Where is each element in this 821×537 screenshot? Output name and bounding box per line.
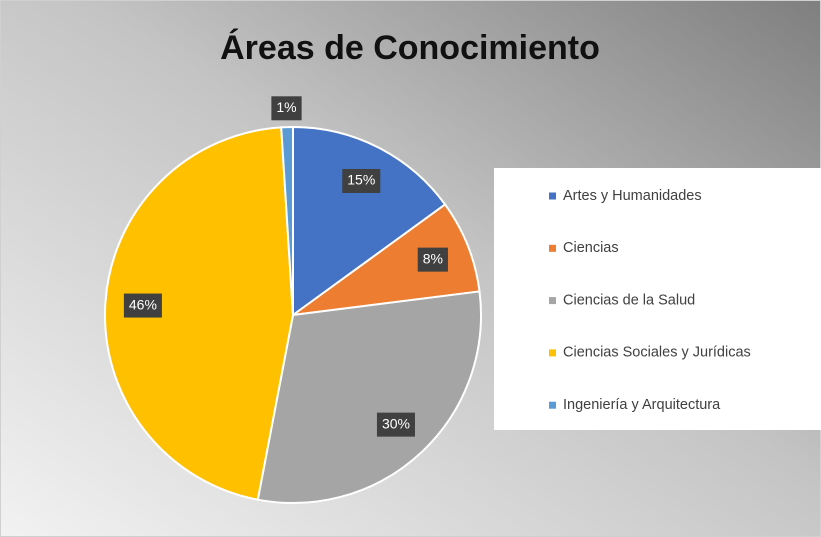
pie-slice [256, 290, 482, 504]
data-label-box [123, 293, 162, 318]
pie-slice [104, 126, 295, 501]
data-label-box [271, 96, 302, 121]
data-label-box [376, 412, 415, 437]
legend-marker [549, 297, 556, 305]
data-label-box [342, 168, 381, 193]
data-label: 46% [129, 296, 157, 312]
legend-box [494, 168, 821, 430]
legend-marker [549, 244, 556, 252]
pie-slice [292, 203, 481, 316]
legend-label: Ciencias Sociales y Jurídicas [563, 345, 751, 361]
pie-slice [280, 125, 294, 316]
data-label: 15% [347, 172, 375, 188]
data-label: 1% [276, 99, 296, 115]
legend-marker [549, 192, 556, 200]
legend-marker [549, 401, 556, 409]
data-label: 8% [423, 250, 443, 266]
legend-label: Ingeniería y Arquitectura [563, 397, 721, 413]
data-label: 30% [382, 415, 410, 431]
pie-slice [292, 125, 447, 317]
data-label-box [417, 247, 448, 272]
legend-label: Ciencias de la Salud [563, 292, 695, 308]
legend-marker [549, 349, 556, 357]
legend-label: Ciencias [563, 240, 619, 256]
chart-title: Áreas de Conocimiento [220, 29, 600, 67]
legend-label: Artes y Humanidades [563, 188, 702, 204]
